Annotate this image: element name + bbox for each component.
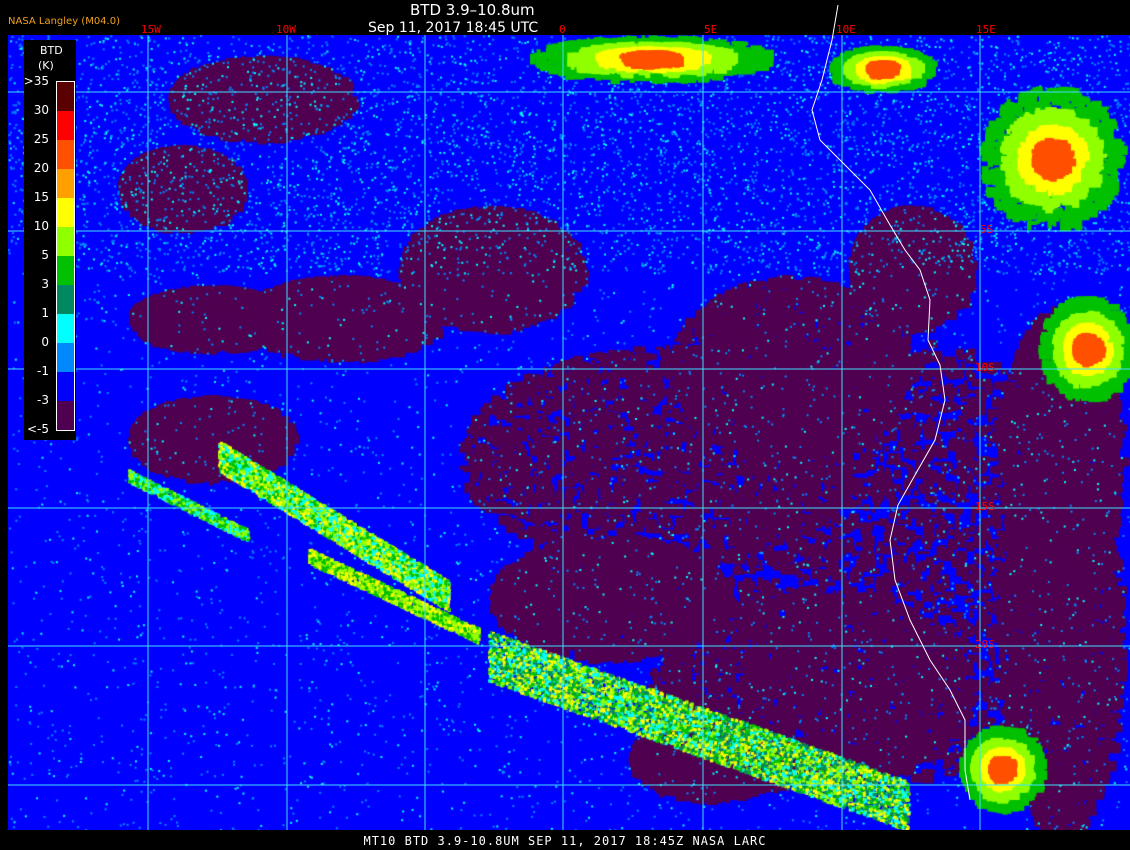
legend-swatch — [57, 82, 74, 111]
legend-swatch — [57, 343, 74, 372]
btd-satellite-image — [8, 35, 1130, 830]
lon-label-10e: 10E — [836, 23, 856, 36]
legend-swatch — [57, 256, 74, 285]
legend-unit: (K) — [38, 59, 54, 72]
legend-label: 0 — [41, 335, 49, 349]
legend-label: 1 — [41, 306, 49, 320]
legend-swatch — [57, 285, 74, 314]
legend-title: BTD — [40, 44, 63, 57]
lon-label-10w: 10W — [276, 23, 296, 36]
legend-color-bar — [56, 81, 75, 431]
legend-label: >35 — [23, 74, 49, 88]
legend-swatch — [57, 140, 74, 169]
lon-label-5e: 5E — [704, 23, 718, 36]
timestamp: Sep 11, 2017 18:45 UTC — [368, 20, 539, 36]
legend-label: 25 — [33, 132, 49, 146]
product-title: BTD 3.9–10.8um — [410, 1, 535, 19]
lon-label-0: 0 — [559, 23, 566, 36]
legend-label: -1 — [37, 364, 49, 378]
brand-label: NASA Langley (M04.0) — [8, 16, 120, 27]
lat-label-10s: 10S — [975, 361, 995, 374]
legend-swatch — [57, 401, 74, 430]
coastline — [811, 4, 971, 801]
lon-label-15w: 15W — [141, 23, 161, 36]
lat-label-20s: 20S — [975, 638, 995, 651]
lat-label-5s: 5S — [980, 223, 994, 236]
lat-lon-grid — [8, 35, 1130, 830]
legend-swatch — [57, 227, 74, 256]
lon-label-15e: 15E — [976, 23, 996, 36]
legend-label: <-5 — [26, 422, 49, 436]
legend-swatch — [57, 198, 74, 227]
legend-label: 3 — [41, 277, 49, 291]
legend-label: 20 — [33, 161, 49, 175]
legend-swatch — [57, 372, 74, 401]
legend-label: 15 — [33, 190, 49, 204]
legend-swatch — [57, 169, 74, 198]
legend-swatch — [57, 111, 74, 140]
color-legend: BTD (K) >35 30 25 20 15 10 5 3 1 0 -1 -3 <-5 — [24, 40, 76, 440]
legend-label: 5 — [41, 248, 49, 262]
image-caption: MT10 BTD 3.9-10.8UM SEP 11, 2017 18:45Z … — [363, 834, 767, 848]
lat-label-15s: 15S — [975, 500, 995, 513]
legend-label: 10 — [33, 219, 49, 233]
legend-swatch — [57, 314, 74, 343]
legend-label: -3 — [37, 393, 49, 407]
legend-label: 30 — [33, 103, 49, 117]
